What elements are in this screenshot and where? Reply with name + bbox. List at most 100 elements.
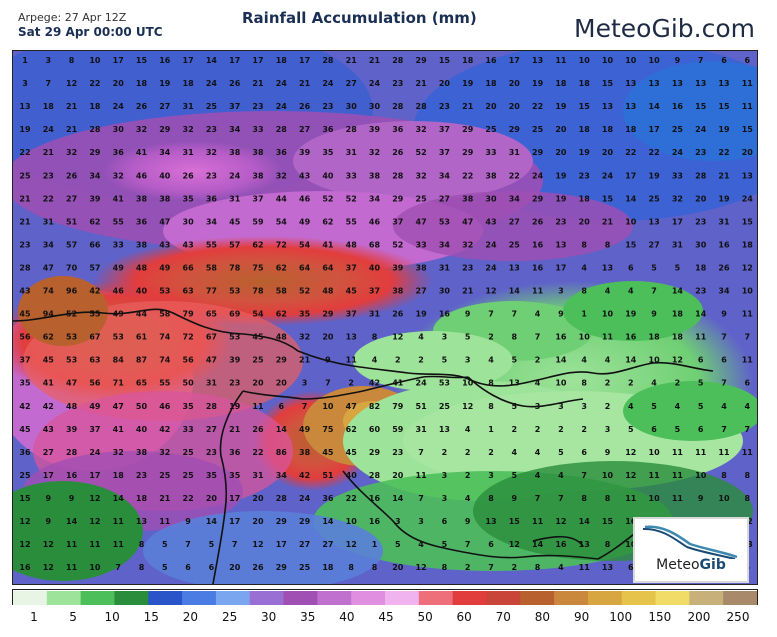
grid-value: 48: [276, 333, 288, 342]
grid-value: 32: [113, 448, 124, 457]
grid-value: 10: [649, 448, 661, 457]
grid-value: 6: [279, 402, 285, 411]
grid-value: 25: [439, 402, 451, 411]
grid-value: 27: [346, 79, 357, 88]
grid-value: 17: [276, 540, 287, 549]
grid-value: 74: [159, 333, 171, 342]
grid-value: 28: [695, 171, 707, 180]
grid-value: 12: [392, 333, 403, 342]
grid-value: 12: [19, 540, 30, 549]
grid-value: 20: [439, 79, 451, 88]
grid-value: 87: [136, 356, 147, 365]
grid-value: 5: [442, 356, 448, 365]
grid-value: 18: [136, 79, 148, 88]
grid-value: 13: [718, 79, 729, 88]
grid-value: 29: [532, 148, 544, 157]
grid-value: 9: [46, 494, 52, 503]
legend-swatch: [46, 591, 82, 605]
grid-value: 16: [369, 517, 381, 526]
grid-value: 25: [19, 171, 31, 180]
grid-value: 77: [206, 287, 217, 296]
grid-value: 23: [136, 471, 147, 480]
grid-value: 75: [252, 264, 264, 273]
grid-value: 16: [19, 563, 31, 572]
grid-value: 59: [252, 217, 264, 226]
grid-value: 4: [535, 448, 541, 457]
grid-value: 33: [183, 425, 194, 434]
grid-value: 42: [369, 379, 380, 388]
grid-value: 43: [299, 171, 310, 180]
grid-value: 11: [532, 287, 544, 296]
legend-swatch: [520, 591, 555, 605]
grid-value: 19: [532, 79, 544, 88]
grid-value: 11: [159, 517, 171, 526]
grid-value: 31: [416, 425, 428, 434]
grid-value: 34: [229, 125, 241, 134]
grid-value: 7: [325, 379, 331, 388]
grid-value: 19: [229, 402, 241, 411]
grid-value: 12: [89, 494, 100, 503]
grid-value: 18: [649, 333, 661, 342]
legend-tick-labels: 1 5 10 15 20 25 30 35 40 45 50 60 70 80 90 100 150 200 250: [12, 610, 756, 628]
grid-value: 62: [276, 264, 287, 273]
grid-value: 34: [439, 240, 451, 249]
grid-value: 5: [162, 540, 168, 549]
grid-value: 2: [465, 471, 471, 480]
grid-value: 29: [392, 194, 404, 203]
grid-value: 13: [136, 517, 147, 526]
grid-value: 39: [392, 264, 404, 273]
grid-value: 10: [579, 56, 591, 65]
grid-value: 36: [136, 217, 148, 226]
grid-value: 25: [672, 125, 684, 134]
grid-value: 11: [649, 471, 661, 480]
grid-value: 24: [322, 79, 334, 88]
grid-value: 18: [579, 79, 591, 88]
grid-value: 21: [43, 148, 55, 157]
grid-value: 14: [509, 287, 521, 296]
grid-value: 28: [276, 494, 288, 503]
grid-value: 2: [348, 379, 354, 388]
grid-value: 18: [672, 310, 684, 319]
grid-value: 20: [252, 494, 264, 503]
grid-value: 23: [229, 379, 240, 388]
grid-values: 1 3 8 10 17 15 16 17 14 17 17 18 17 28 21 21 28 29 15 18 16 1…: [19, 56, 753, 572]
grid-value: 4: [628, 402, 634, 411]
grid-value: 18: [485, 79, 497, 88]
grid-value: 1: [581, 310, 587, 319]
grid-value: 49: [299, 217, 311, 226]
grid-value: 5: [465, 333, 471, 342]
grid-value: 37: [439, 148, 450, 157]
grid-value: 12: [252, 540, 263, 549]
grid-value: 28: [369, 471, 381, 480]
grid-value: 15: [19, 494, 31, 503]
grid-value: 33: [485, 148, 496, 157]
grid-value: 19: [159, 79, 171, 88]
grid-value: 46: [159, 402, 171, 411]
coastlines: [13, 308, 714, 584]
legend-tick-label: 45: [378, 610, 394, 624]
grid-value: 35: [183, 194, 195, 203]
grid-value: 30: [695, 240, 707, 249]
grid-value: 53: [66, 333, 77, 342]
grid-value: 58: [159, 310, 171, 319]
grid-value: 19: [718, 125, 730, 134]
grid-value: 32: [416, 171, 427, 180]
grid-value: 6: [628, 563, 634, 572]
grid-value: 13: [625, 79, 636, 88]
grid-value: 38: [299, 448, 311, 457]
grid-value: 10: [602, 310, 614, 319]
grid-value: 15: [509, 517, 521, 526]
grid-value: 19: [579, 148, 591, 157]
grid-value: 31: [439, 264, 451, 273]
grid-value: 24: [485, 240, 497, 249]
grid-value: 16: [159, 56, 171, 65]
grid-value: 53: [229, 333, 240, 342]
grid-value: 40: [369, 264, 381, 273]
grid-value: 15: [136, 56, 148, 65]
grid-value: 39: [369, 125, 381, 134]
grid-value: 7: [46, 79, 52, 88]
grid-value: 18: [43, 102, 55, 111]
grid-value: 34: [43, 240, 55, 249]
grid-value: 41: [113, 194, 125, 203]
grid-value: 22: [252, 448, 263, 457]
